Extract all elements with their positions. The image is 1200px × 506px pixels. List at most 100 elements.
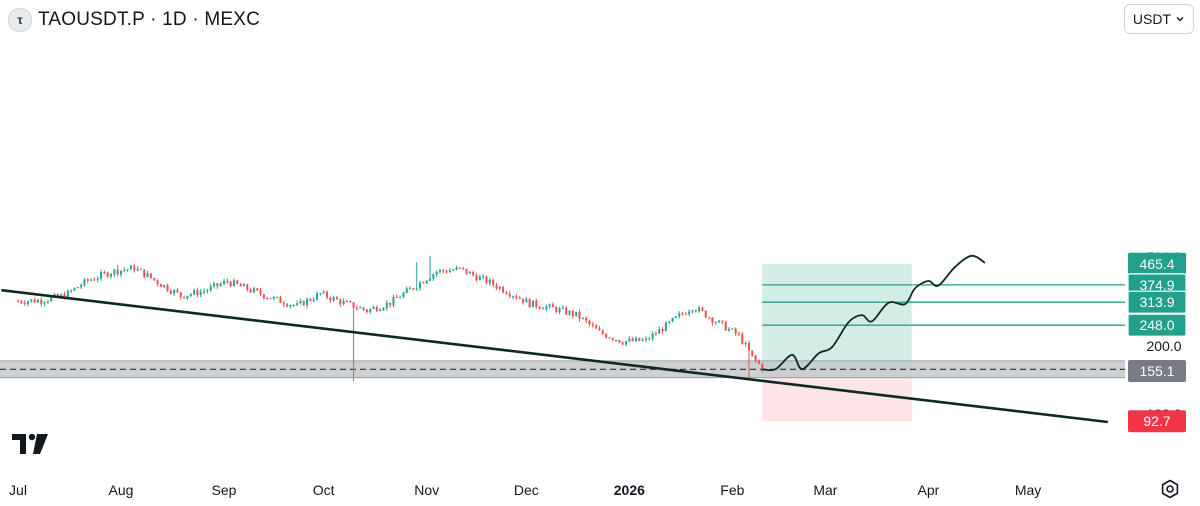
candle-body [425, 280, 428, 284]
candle-body [136, 268, 139, 271]
candle-body [309, 298, 312, 301]
currency-dropdown-button[interactable]: USDT [1123, 4, 1194, 34]
candle-body [302, 300, 305, 306]
price-badge-bg [1128, 360, 1186, 383]
candle-body [488, 279, 491, 284]
candle-body [734, 328, 737, 334]
currency-label: USDT [1132, 11, 1171, 27]
candle-body [751, 350, 754, 356]
candle-body [608, 337, 611, 339]
candle [262, 293, 265, 300]
candle-body [615, 339, 618, 341]
descending-trendline [1, 288, 1108, 424]
candle [96, 276, 99, 283]
candle-body [100, 272, 103, 279]
candle [648, 336, 651, 341]
candle-body [442, 269, 445, 272]
candle-body [551, 304, 554, 308]
candle-body [452, 269, 455, 271]
candle-body [591, 324, 594, 326]
candle [585, 316, 588, 324]
candle-body [475, 275, 478, 281]
candle-body [435, 271, 438, 275]
candle [133, 263, 136, 273]
candle [26, 300, 29, 307]
candle-body [129, 265, 132, 270]
gear-icon[interactable] [1160, 479, 1180, 499]
candle [565, 305, 568, 316]
candle-body [232, 280, 235, 287]
candle-body [654, 333, 657, 335]
price-badge: 465.4 [1128, 252, 1186, 275]
candle-body [252, 288, 255, 293]
candle [339, 298, 342, 307]
candle [196, 287, 199, 298]
candle [445, 269, 448, 274]
candle [123, 267, 126, 273]
candle [319, 292, 322, 296]
candle-body [149, 273, 152, 279]
candle-body [671, 318, 674, 322]
candle-body [644, 338, 647, 340]
candle [349, 300, 352, 303]
candle [119, 270, 123, 278]
price-badge-label: 248.0 [1139, 317, 1174, 333]
candle-body [578, 311, 581, 319]
candle [721, 320, 724, 325]
candle-body [498, 287, 501, 289]
target-zone [762, 263, 912, 370]
candle [372, 305, 375, 310]
candle-body [415, 288, 418, 290]
candle [541, 306, 544, 310]
candle [465, 268, 468, 276]
candle-body [219, 283, 222, 286]
candle-body [96, 278, 99, 280]
candle-body [389, 302, 392, 306]
candle-body [342, 300, 345, 305]
candle [325, 290, 329, 300]
candle-body [708, 317, 711, 319]
candle [668, 320, 671, 325]
candle [704, 310, 707, 319]
candle [588, 319, 591, 327]
candle [428, 255, 432, 281]
candle-body [522, 298, 525, 303]
candle [757, 359, 760, 365]
candle [389, 302, 392, 308]
candle [365, 309, 368, 314]
candle [728, 327, 731, 332]
candle [229, 280, 232, 288]
candle-body [36, 299, 39, 303]
candle-body [455, 267, 458, 270]
candle-body [213, 283, 216, 287]
candle-body [668, 321, 671, 323]
candle-body [93, 279, 96, 281]
x-tick-label: Oct [313, 482, 335, 498]
candle [598, 325, 601, 331]
candle-body [60, 294, 63, 297]
candle-body [339, 299, 342, 305]
candle-body [538, 306, 541, 309]
symbol-title[interactable]: TAOUSDT.P · 1D · MEXC [38, 9, 261, 30]
candle-body [206, 290, 209, 292]
candle-body [598, 328, 601, 331]
candle [395, 294, 398, 298]
candle [535, 298, 538, 309]
candle-body [70, 290, 73, 292]
candle-body [139, 268, 142, 270]
candle [279, 295, 282, 303]
candle [595, 323, 598, 329]
candle [36, 298, 39, 303]
candle-body [718, 320, 721, 323]
candle-body [296, 303, 299, 305]
candle-body [605, 334, 608, 338]
candle [468, 271, 471, 274]
candle-body [468, 271, 471, 274]
candle [694, 309, 697, 313]
candle [183, 296, 186, 299]
candle-body [16, 300, 20, 302]
candle [289, 304, 292, 309]
candle [432, 273, 435, 282]
candle [306, 297, 309, 309]
